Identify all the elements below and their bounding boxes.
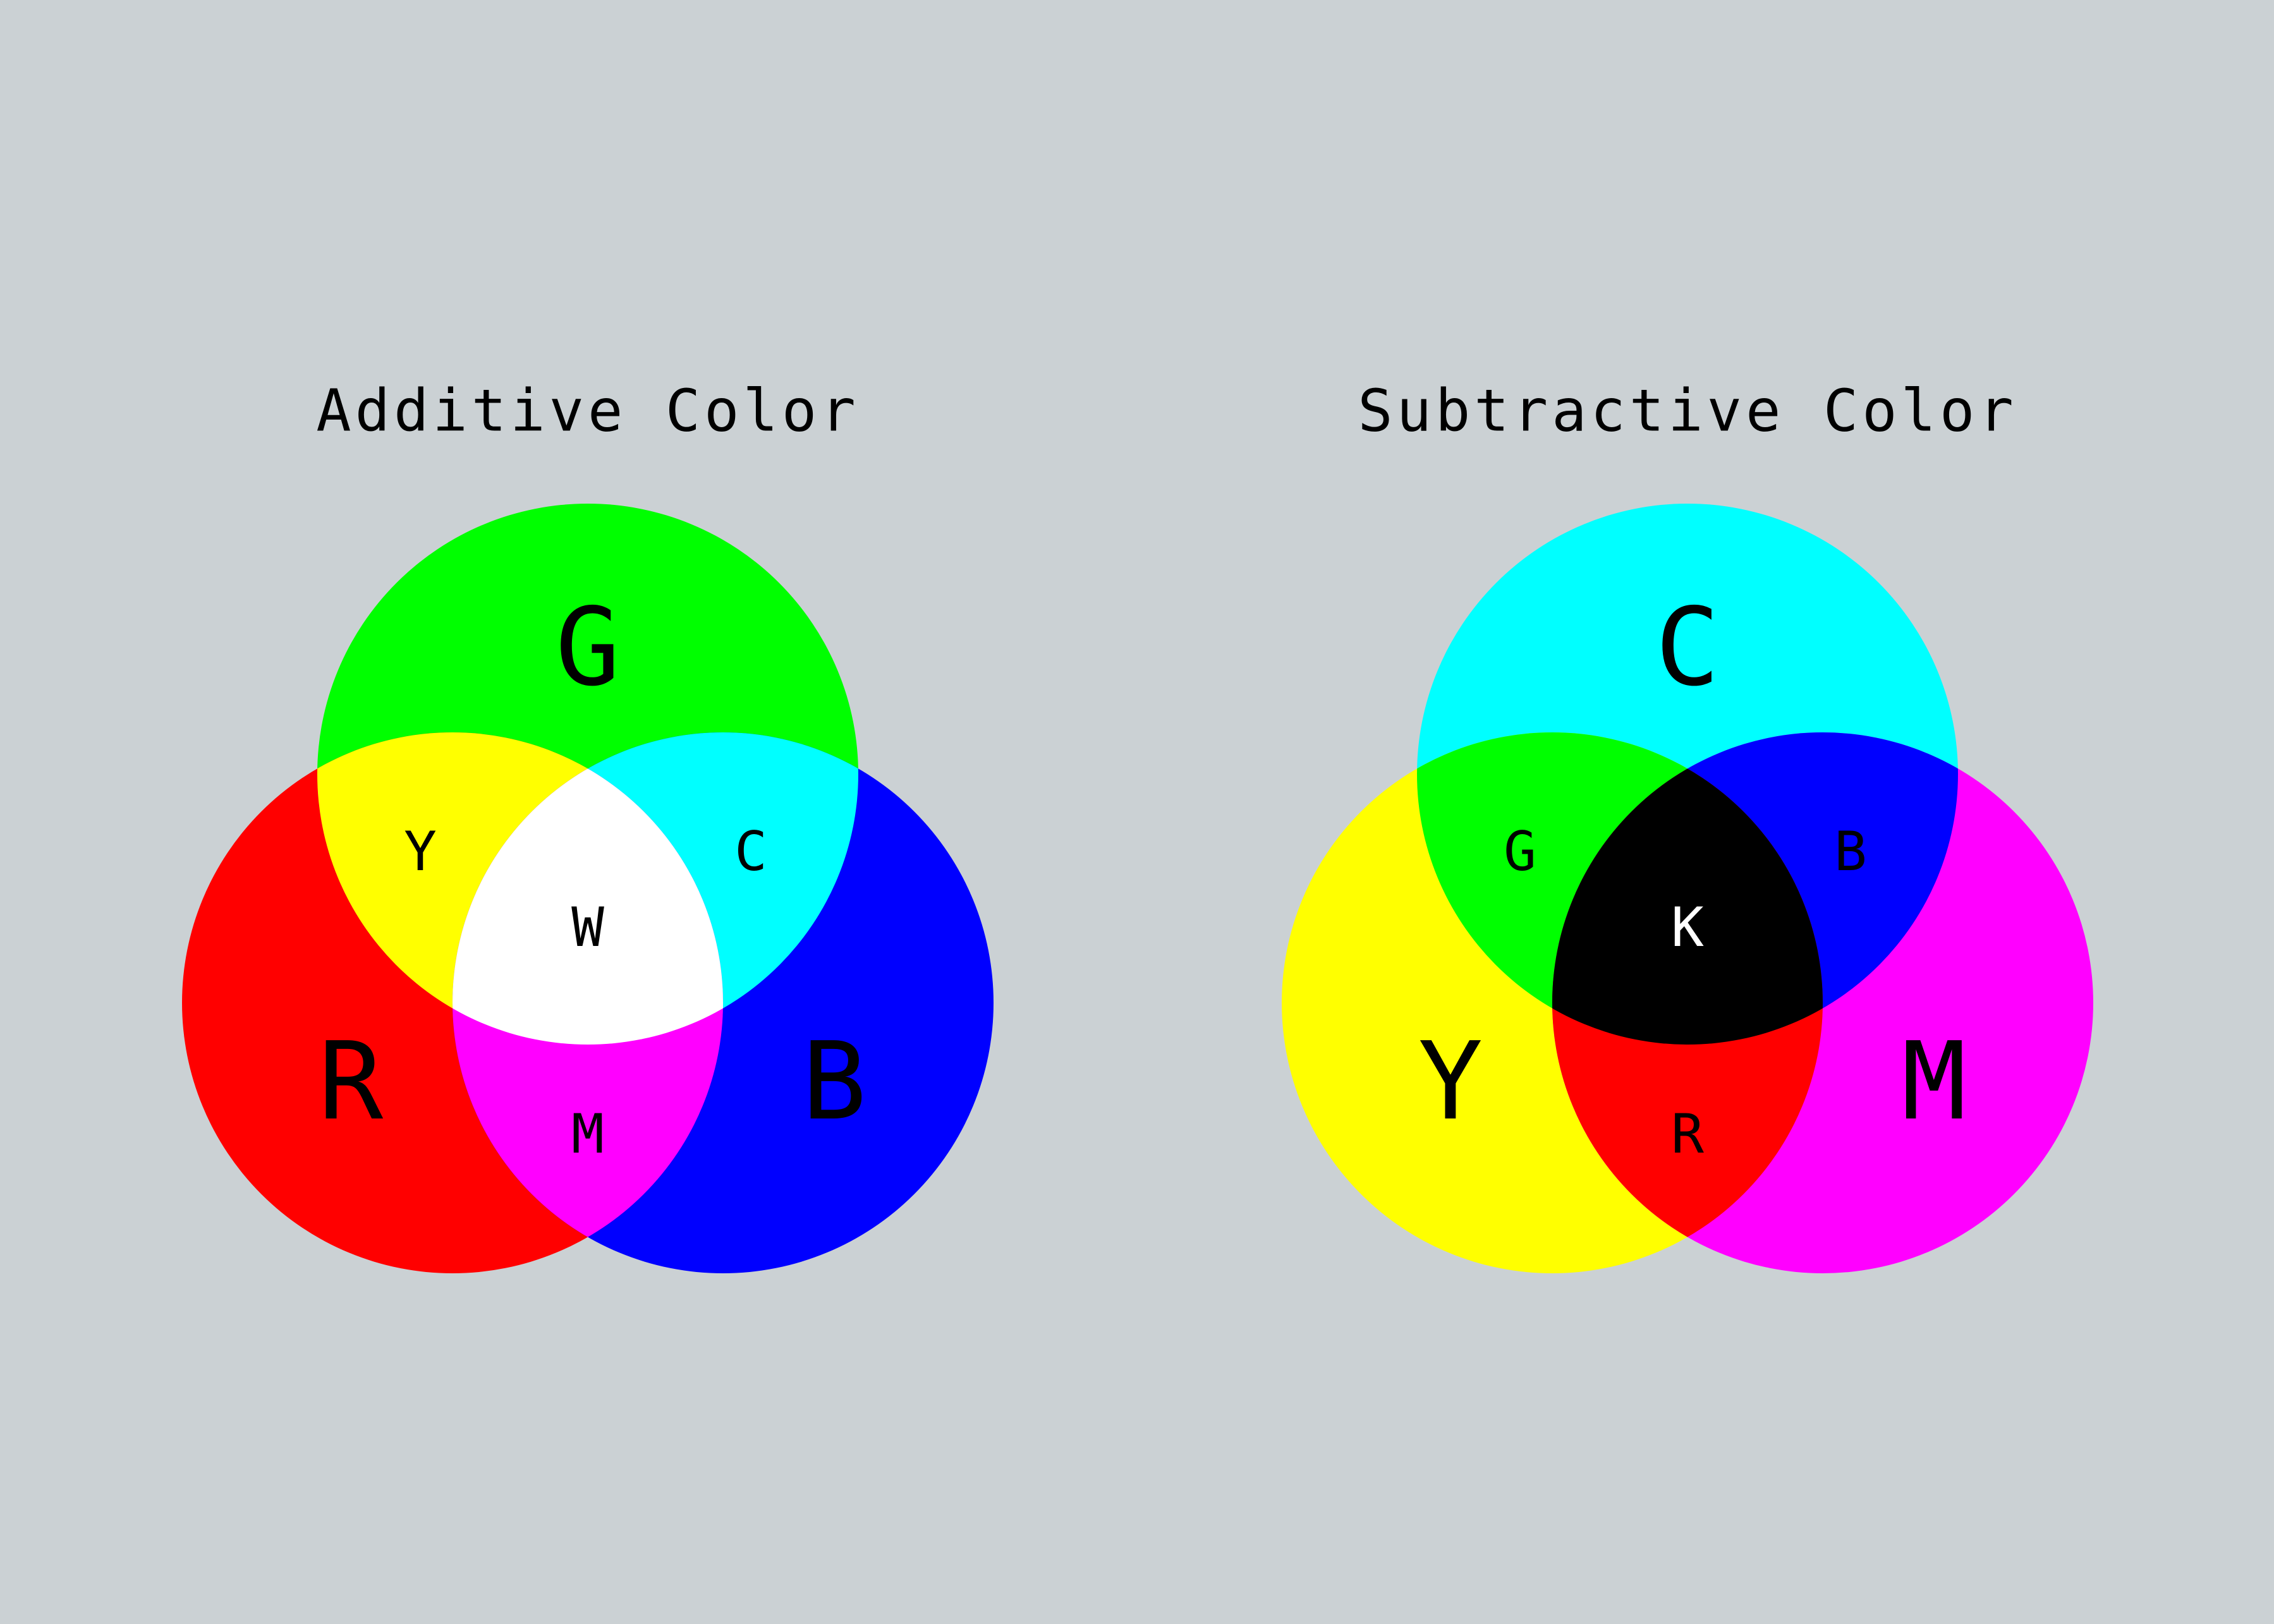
subtractive-color-panel: Subtractive Color C Y M G B R K bbox=[1282, 377, 2093, 1273]
additive-color-overlap-label-center: W bbox=[571, 896, 604, 959]
subtractive-color-label-m: M bbox=[1902, 1019, 1966, 1144]
additive-color-label-r: R bbox=[319, 1019, 384, 1144]
subtractive-color-title: Subtractive Color bbox=[1358, 377, 2017, 445]
subtractive-color-overlap-center bbox=[1552, 732, 1823, 1045]
subtractive-color-label-y: Y bbox=[1418, 1019, 1483, 1144]
subtractive-color-overlap-label-top-right: B bbox=[1834, 820, 1867, 883]
additive-color-overlap-label-bottom: M bbox=[571, 1103, 604, 1166]
additive-color-overlap-label-top-right: C bbox=[734, 820, 767, 883]
subtractive-color-overlap-label-center: K bbox=[1671, 896, 1704, 959]
additive-color-title: Additive Color bbox=[316, 377, 859, 445]
subtractive-color-overlap-label-bottom: R bbox=[1671, 1103, 1704, 1166]
additive-color-label-b: B bbox=[802, 1019, 866, 1144]
additive-color-label-g: G bbox=[556, 585, 620, 710]
additive-color-panel: Additive Color G R B Y C M W bbox=[182, 377, 994, 1273]
subtractive-color-overlap-label-top-left: G bbox=[1504, 820, 1536, 883]
additive-color-overlap-center bbox=[453, 732, 723, 1045]
subtractive-color-label-c: C bbox=[1655, 585, 1720, 710]
additive-color-overlap-label-top-left: Y bbox=[404, 820, 437, 883]
